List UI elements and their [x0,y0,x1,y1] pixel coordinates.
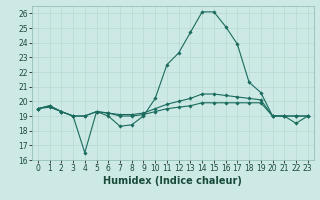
X-axis label: Humidex (Indice chaleur): Humidex (Indice chaleur) [103,176,242,186]
